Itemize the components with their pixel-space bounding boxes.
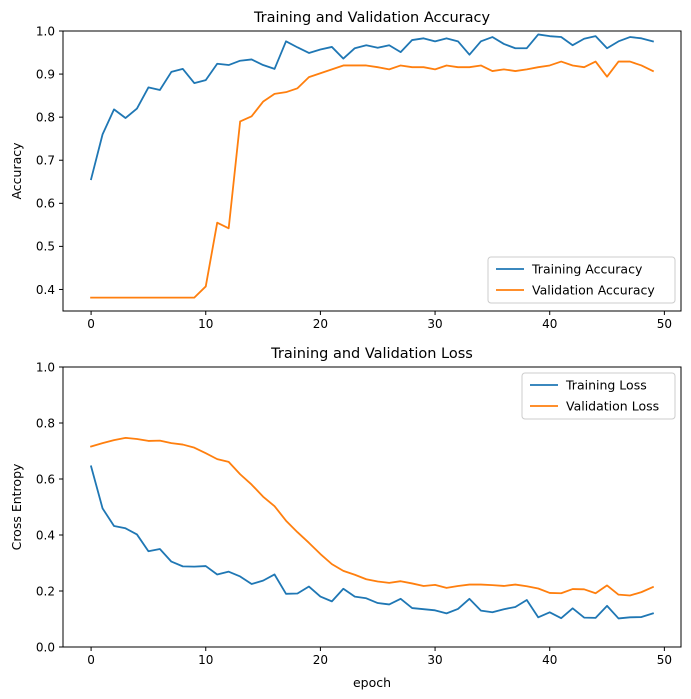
x-tick-label: 10 — [198, 317, 213, 331]
x-tick-label: 30 — [427, 317, 442, 331]
legend: Training Loss Validation Loss — [521, 372, 676, 420]
legend-label-1: Validation Accuracy — [532, 283, 655, 298]
y-tick-label: 0.6 — [36, 472, 55, 486]
x-tick-label: 0 — [87, 317, 95, 331]
y-tick-label: 0.4 — [36, 528, 55, 542]
x-tick-label: 40 — [542, 317, 557, 331]
x-tick-label: 20 — [313, 653, 328, 667]
legend: Training Accuracy Validation Accuracy — [487, 256, 676, 304]
legend-label-1: Validation Loss — [566, 399, 659, 414]
y-tick-label: 0.8 — [36, 110, 55, 124]
legend-label-0: Training Loss — [565, 378, 647, 393]
legend-box — [521, 372, 676, 420]
y-tick-label: 1.0 — [36, 24, 55, 38]
y-tick-label: 0.8 — [36, 416, 55, 430]
series-line-1 — [90, 60, 655, 299]
chart-title: Training and Validation Loss — [270, 346, 473, 362]
y-tick-label: 1.0 — [36, 360, 55, 374]
x-tick-label: 30 — [427, 653, 442, 667]
chart-title: Training and Validation Accuracy — [253, 10, 491, 26]
x-tick-label: 40 — [542, 653, 557, 667]
axes-frame — [62, 30, 682, 312]
x-axis-label: epoch — [353, 675, 391, 690]
y-tick-label: 0.0 — [36, 640, 55, 654]
series-line-0 — [89, 465, 655, 620]
x-tick-label: 20 — [313, 317, 328, 331]
legend-box — [487, 256, 676, 304]
y-axis-label: Cross Entropy — [9, 463, 24, 550]
y-tick-label: 0.4 — [36, 283, 55, 297]
x-tick-label: 0 — [87, 653, 95, 667]
y-axis-label: Accuracy — [9, 142, 24, 200]
y-tick-label: 0.2 — [36, 584, 55, 598]
y-tick-label: 0.9 — [36, 67, 55, 81]
x-tick-label: 50 — [657, 653, 672, 667]
y-tick-label: 0.6 — [36, 197, 55, 211]
series-line-1 — [89, 436, 655, 597]
chart-panel-0: Training and Validation Accuracy 0 10 20 30 4… — [9, 10, 682, 331]
y-tick-label: 0.5 — [36, 240, 55, 254]
y-tick-label: 0.7 — [36, 154, 55, 168]
axes-frame — [62, 366, 682, 648]
x-tick-label: 10 — [198, 653, 213, 667]
x-tick-label: 50 — [657, 317, 672, 331]
legend-label-0: Training Accuracy — [531, 262, 643, 277]
chart-panel-1: Training and Validation Loss 0 10 20 30 40 50 0… — [9, 346, 682, 690]
series-line-0 — [89, 33, 655, 181]
